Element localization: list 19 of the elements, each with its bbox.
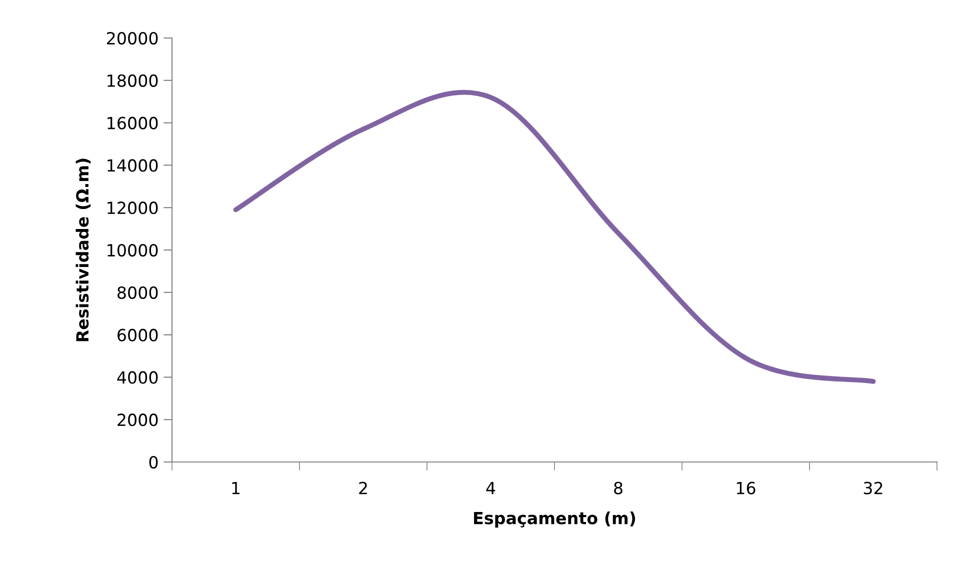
- x-tick-label: 16: [736, 482, 756, 494]
- y-tick-label: 16000: [108, 116, 158, 130]
- x-tick-label: 32: [864, 482, 882, 494]
- x-tick-label: 2: [359, 482, 367, 494]
- y-tick-label: 20000: [107, 32, 158, 45]
- y-tick-label: 10000: [108, 244, 158, 257]
- x-tick-label: 8: [614, 482, 622, 494]
- y-tick-label: 0: [149, 456, 158, 469]
- x-axis-title: Espaçamento (m): [474, 511, 636, 528]
- y-tick-label: 4000: [117, 371, 158, 384]
- y-tick-label: 14000: [108, 159, 158, 172]
- y-axis-title: Resistividade (Ω.m): [76, 158, 91, 342]
- y-tick-label: 12000: [108, 202, 158, 214]
- y-tick-label: 2000: [118, 414, 158, 426]
- x-tick-label: 1: [232, 482, 240, 494]
- y-tick-label: 18000: [108, 74, 158, 87]
- y-tick-label: 6000: [118, 328, 158, 342]
- x-tick-label: 4: [486, 482, 496, 494]
- y-tick-label: 8000: [118, 286, 158, 299]
